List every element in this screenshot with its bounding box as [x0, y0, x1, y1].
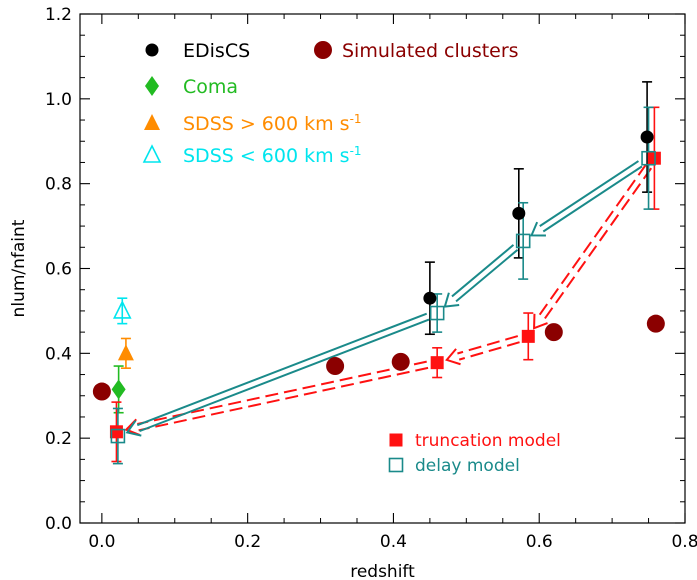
arrow-shaft-line: [137, 360, 427, 426]
legend-marker-coma: [145, 76, 159, 96]
y-axis-label: nlum/nfaint: [9, 219, 29, 317]
data-points: [92, 130, 665, 444]
truncation-arrow: [124, 360, 429, 436]
edisc-point: [512, 206, 526, 220]
legend-coma-icon: [145, 76, 159, 96]
truncation-point: [521, 329, 535, 343]
truncation-point: [109, 425, 123, 439]
y-tick-label: 0.6: [45, 260, 72, 280]
simulated-point: [391, 352, 410, 371]
y-tick-label: 1.2: [45, 5, 72, 25]
simulated-point: [646, 314, 665, 333]
y-tick-label: 1.0: [45, 90, 72, 110]
legend-marker-truncation: [389, 433, 403, 447]
delay-point: [110, 428, 126, 444]
arrow-shaft-line: [539, 160, 639, 227]
delay-arrow: [530, 160, 643, 237]
y-tick-label: 0.2: [45, 429, 72, 449]
legend: EDisCS Simulated clusters Coma SDSS > 60…: [142, 40, 561, 476]
delay-arrow: [125, 312, 430, 437]
x-tick-label: 0.2: [234, 532, 261, 552]
arrow-shaft-line: [139, 318, 430, 433]
legend-delay-icon: [388, 457, 404, 473]
legend-marker-sdss-low: [142, 144, 162, 163]
axis-ticks: [80, 13, 686, 524]
x-axis-label: redshift: [350, 562, 415, 580]
arrow-shaft-line: [451, 244, 515, 298]
truncation-point: [430, 356, 444, 370]
delay-point: [515, 233, 531, 249]
x-tick-label: 0.0: [88, 532, 115, 552]
legend-label-simulated: Simulated clusters: [342, 40, 519, 62]
x-tick-label: 0.6: [526, 532, 553, 552]
legend-label-sdss-low: SDSS < 600 km s-1: [183, 144, 362, 167]
x-tick-label: 0.4: [380, 532, 407, 552]
legend-label-coma: Coma: [183, 76, 238, 98]
legend-marker-edisc: [145, 43, 159, 57]
legend-truncation-icon: [389, 433, 403, 447]
legend-sdss-low-icon: [142, 144, 162, 163]
arrow-head: [533, 313, 548, 330]
arrow-shaft-line: [138, 366, 429, 432]
arrow-shaft-line: [455, 249, 519, 303]
tick-labels: 0.0 0.2 0.4 0.6 0.8 0.0 0.2 0.4 0.6 0.8 1.0 1.2: [45, 5, 697, 552]
model-arrows: [124, 160, 653, 437]
arrow-head: [530, 221, 546, 237]
legend-marker-simulated: [314, 41, 332, 59]
legend-label-sdss-high-main: SDSS > 600 km s: [183, 113, 350, 135]
simulated-point: [544, 323, 563, 342]
arrow-head: [445, 348, 461, 366]
legend-label-edisc: EDisCS: [183, 40, 250, 62]
arrow-head: [443, 292, 460, 308]
arrow-shaft-line: [457, 335, 519, 355]
simulated-point: [326, 357, 345, 376]
arrow-shaft-line: [537, 163, 647, 318]
legend-label-sdss-low-sup: -1: [350, 144, 362, 158]
legend-label-delay: delay model: [415, 456, 520, 476]
sdss_low-point: [112, 300, 132, 319]
legend-label-sdss-high: SDSS > 600 km s-1: [183, 112, 362, 135]
arrow-shaft-line: [542, 165, 643, 233]
coma-point: [111, 379, 126, 400]
arrow-shaft-line: [136, 312, 428, 427]
legend-edisc-icon: [145, 43, 159, 57]
delay-arrow: [443, 244, 519, 308]
sdss_high-point: [117, 344, 134, 361]
delay-point: [641, 150, 656, 166]
plot-frame: [79, 13, 686, 524]
arrow-shaft-line: [542, 167, 653, 321]
legend-simulated-icon: [314, 41, 332, 59]
truncation-arrow: [533, 163, 653, 330]
delay-point: [429, 305, 445, 321]
error-bars: [111, 81, 660, 465]
legend-sdss-high-icon: [144, 114, 160, 130]
truncation-arrow: [445, 335, 520, 366]
legend-label-sdss-low-main: SDSS < 600 km s: [183, 145, 350, 167]
legend-label-sdss-high-sup: -1: [350, 112, 362, 126]
arrow-shaft-line: [458, 341, 520, 361]
arrow-head: [125, 420, 142, 437]
simulated-point: [92, 382, 111, 401]
edisc-point: [423, 291, 437, 305]
y-tick-label: 0.4: [45, 344, 72, 364]
legend-label-truncation: truncation model: [415, 431, 561, 451]
y-tick-label: 0.0: [45, 514, 72, 534]
y-tick-label: 0.8: [45, 175, 72, 195]
legend-marker-sdss-high: [144, 114, 160, 130]
edisc-point: [640, 130, 654, 144]
x-tick-label: 0.8: [671, 532, 697, 552]
legend-marker-delay: [388, 457, 404, 473]
